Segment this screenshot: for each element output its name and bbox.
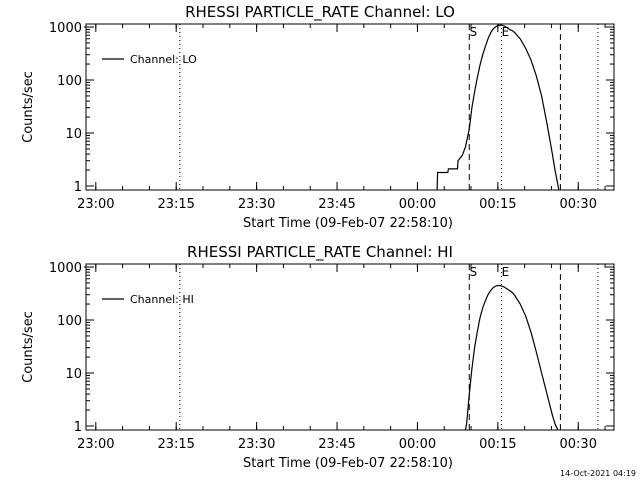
footer-timestamp: 14-Oct-2021 04:19 [560, 469, 636, 478]
y-tick-label: 10 [65, 367, 82, 382]
x-tick-label: 23:30 [238, 197, 275, 212]
plot-frame [85, 23, 615, 191]
plot-frame [85, 263, 615, 431]
x-tick-label: 00:30 [560, 197, 597, 212]
x-tick-label: 00:15 [479, 437, 516, 452]
series-line [436, 24, 560, 190]
x-tick-label: 00:15 [479, 197, 516, 212]
x-tick-label: 00:00 [399, 197, 436, 212]
y-tick-label: 1 [74, 420, 82, 435]
y-tick-label: 1000 [49, 261, 82, 276]
x-tick-label: 23:00 [77, 437, 114, 452]
x-tick-label: 00:00 [399, 437, 436, 452]
x-tick-label: 00:30 [560, 437, 597, 452]
y-tick-label: 10 [65, 127, 82, 142]
x-tick-label: 23:00 [77, 197, 114, 212]
y-axis-label: Counts/sec [21, 311, 36, 383]
x-axis-label: Start Time (09-Feb-07 22:58:10) [243, 456, 453, 471]
y-tick-label: 100 [57, 314, 82, 329]
chart-title: RHESSI PARTICLE_RATE Channel: LO [185, 3, 455, 22]
x-tick-label: 23:45 [318, 197, 355, 212]
x-tick-label: 23:45 [318, 437, 355, 452]
y-tick-label: 100 [57, 74, 82, 89]
y-tick-label: 1 [74, 180, 82, 195]
marker-label-e: E [502, 25, 510, 39]
x-tick-label: 23:15 [157, 437, 194, 452]
legend-label: Channel: LO [130, 53, 197, 66]
marker-label-e: E [502, 265, 510, 279]
x-tick-label: 23:15 [157, 197, 194, 212]
marker-label-s: S [469, 25, 477, 39]
marker-label-s: S [469, 265, 477, 279]
x-tick-label: 23:30 [238, 437, 275, 452]
series-line [464, 284, 559, 430]
y-axis-label: Counts/sec [21, 71, 36, 143]
legend-label: Channel: HI [130, 293, 194, 306]
chart-title: RHESSI PARTICLE_RATE Channel: HI [187, 243, 453, 262]
x-axis-label: Start Time (09-Feb-07 22:58:10) [243, 216, 453, 231]
y-tick-label: 1000 [49, 21, 82, 36]
